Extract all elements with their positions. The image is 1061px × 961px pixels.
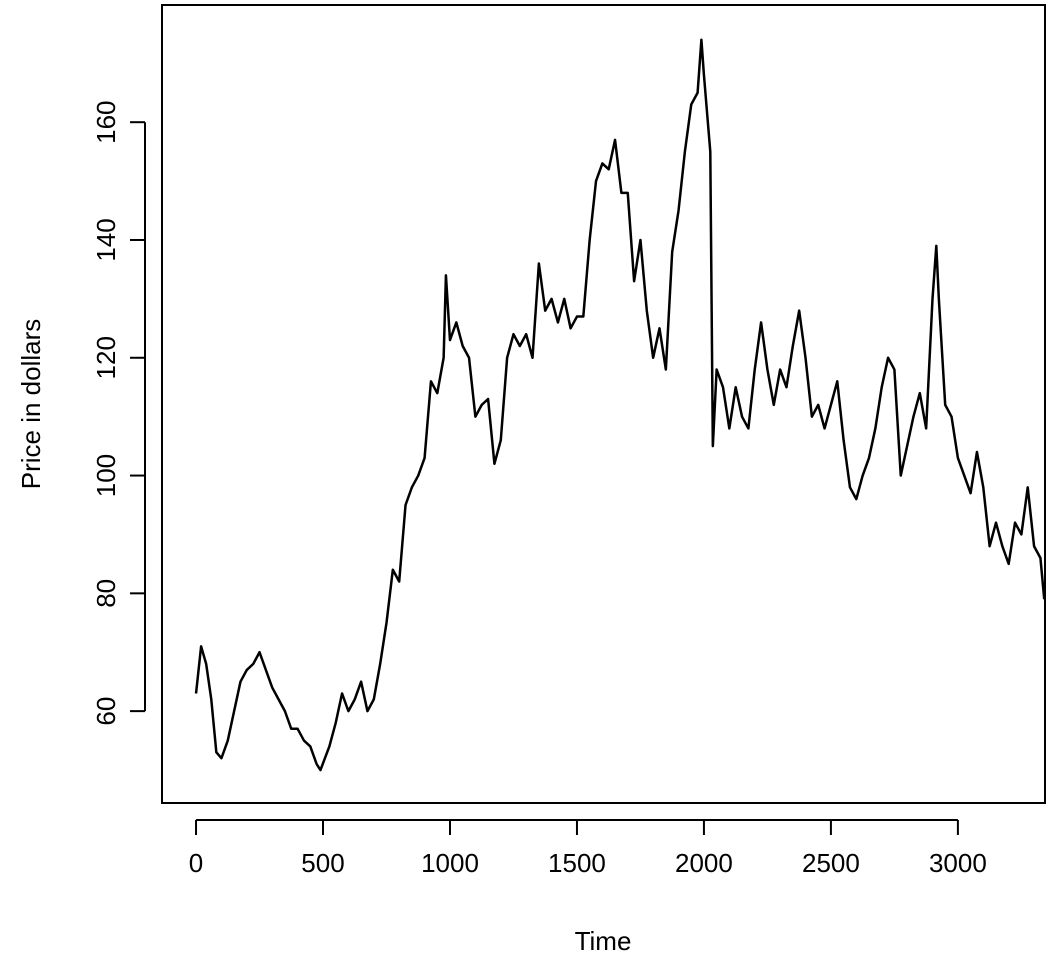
x-tick-label: 500 [301,848,344,878]
y-tick-label: 120 [91,336,121,379]
plot-box [161,4,1046,804]
y-tick-label: 100 [91,454,121,497]
y-tick-label: 80 [91,579,121,608]
x-tick-label: 2500 [802,848,860,878]
y-tick-label: 140 [91,218,121,261]
x-axis-label: Time [575,926,632,956]
x-tick-label: 2000 [675,848,733,878]
x-tick-label: 1000 [421,848,479,878]
x-tick-label: 1500 [548,848,606,878]
x-tick-label: 3000 [929,848,987,878]
price-line [194,38,1046,772]
y-tick-label: 60 [91,697,121,726]
y-axis-label: Price in dollars [16,319,46,490]
x-tick-label: 0 [189,848,203,878]
y-tick-label: 160 [91,101,121,144]
